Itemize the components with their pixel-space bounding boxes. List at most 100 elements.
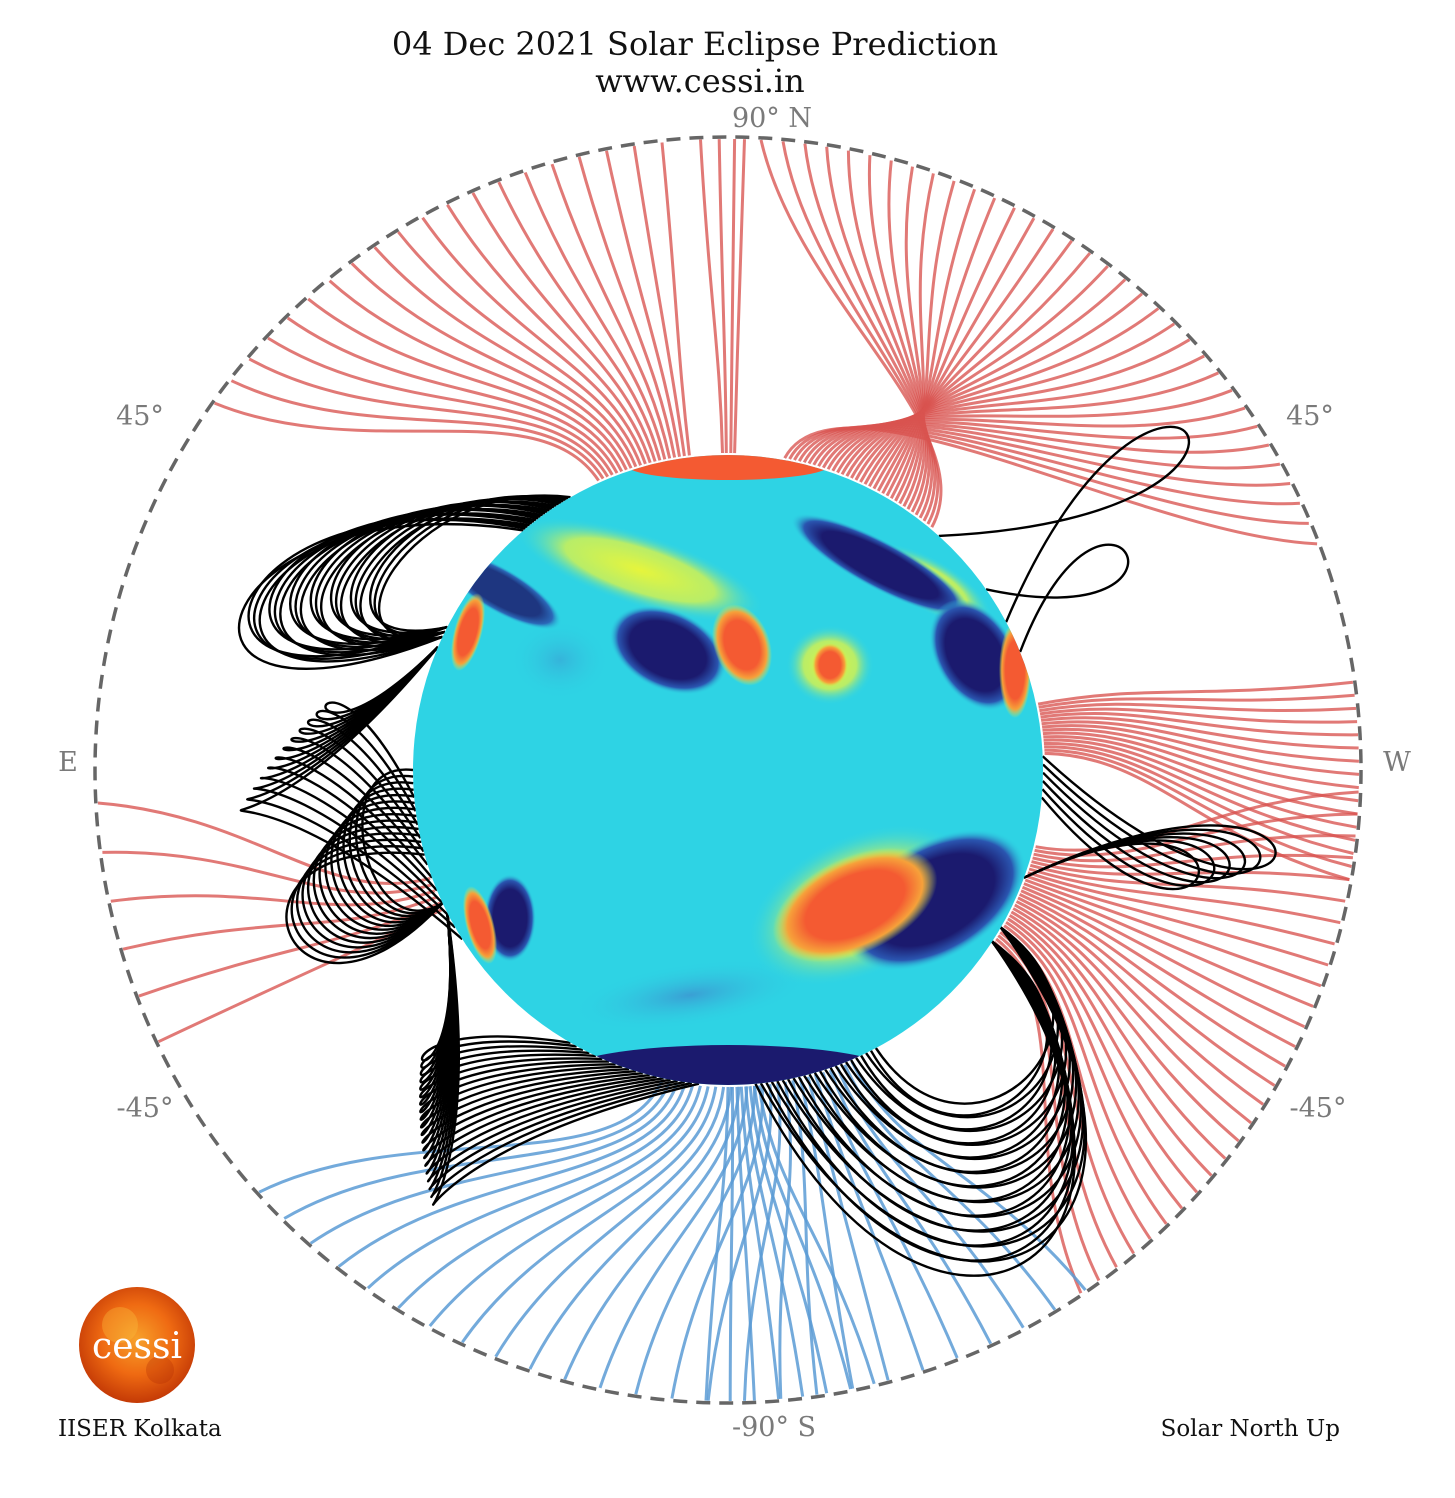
open-field-line [826,371,1220,470]
closed-field-loop [290,646,439,853]
open-field-line [1040,716,1359,750]
closed-field-loop [330,800,444,928]
open-field-line [744,1086,805,1397]
open-field-line [836,338,1191,474]
open-field-line [846,150,931,516]
closed-field-loop [1023,788,1216,887]
closed-field-loop [315,646,439,812]
open-field-line [704,1086,730,1401]
open-field-line [699,139,724,454]
open-field-line [1029,863,1346,903]
open-field-line [821,388,1233,469]
label-northeast: 45° [116,401,164,432]
open-field-line [807,422,1270,465]
open-field-line [1043,738,1357,829]
positive-polarity-region [712,604,772,686]
faint-patch [510,620,610,700]
solar-disk [413,455,1043,1085]
closed-field-loop [247,518,526,658]
footer-institution: IISER Kolkata [58,1416,222,1442]
open-field-line [1017,896,1276,1087]
figure-subtitle: www.cessi.in [595,62,805,100]
open-field-line [1041,724,1360,776]
open-field-line [887,160,927,510]
open-field-line [1043,735,1358,816]
closed-field-loop [985,543,1130,653]
open-field-line [350,262,633,469]
open-field-line [868,239,1073,488]
open-field-line [757,1085,876,1385]
open-field-line [840,322,1176,476]
cessi-logo: cessi [79,1287,195,1403]
open-field-line [397,1085,702,1310]
closed-field-loop [301,832,444,949]
open-field-line [230,379,605,480]
open-field-line [1031,860,1350,882]
open-field-line [1015,900,1264,1106]
open-field-line [366,1084,695,1290]
closed-field-loop [298,646,439,839]
positive-polarity-region [772,847,938,963]
yellow-band [515,517,765,623]
open-field-line [1024,878,1322,988]
open-field-line [97,801,431,885]
label-south: -90° S [732,1412,816,1443]
closed-field-loop [274,646,439,879]
closed-field-loops [237,425,1277,1277]
sun-logo-texture [102,1307,138,1343]
closed-field-loop [295,838,444,954]
open-field-line [248,357,609,478]
open-field-line [1007,917,1199,1194]
closed-field-loop [425,912,671,1175]
open-field-line [102,850,433,895]
open-field-line [733,139,746,454]
open-field-line [806,1076,890,1381]
negative-polarity-region [929,599,1021,711]
north-polar-cap [628,455,828,480]
open-field-line [753,1085,853,1390]
sun-logo-icon [79,1287,195,1403]
closed-field-loop [285,851,444,965]
open-field-line [1023,882,1314,1008]
open-field-line [729,138,737,454]
open-field-line [783,426,1318,546]
closed-field-loop [349,497,560,634]
open-field-line [446,204,652,464]
open-field-line [885,197,997,497]
open-field-line [1021,885,1306,1029]
open-field-line [1018,893,1286,1068]
open-field-line [894,180,956,502]
open-field-line [550,163,672,459]
open-field-line [748,1086,829,1394]
open-field-line [898,173,935,505]
label-southeast: -45° [117,1093,174,1124]
closed-field-loop [307,825,444,944]
open-field-line [1041,720,1359,763]
open-field-line [267,336,614,476]
open-field-line [735,1086,756,1401]
open-field-line [1033,834,1356,863]
open-field-line [797,424,1291,487]
closed-field-loop [268,513,533,651]
open-field-line [867,155,929,513]
closed-field-loop [1023,771,1246,880]
open-field-line [1028,867,1341,925]
open-field-line [1027,871,1335,946]
open-field-line [802,423,1281,470]
open-field-line [788,426,1309,525]
open-field-line [309,1082,679,1245]
closed-field-loop [282,646,439,866]
open-field-line [528,1086,733,1370]
open-field-line [881,207,1016,495]
label-southwest: -45° [1290,1093,1347,1124]
open-field-line [854,278,1127,481]
closed-field-loop [336,793,444,924]
open-field-line [1010,910,1227,1160]
open-field-line [1008,914,1213,1177]
open-field-line [1003,924,1168,1225]
figure-title: 04 Dec 2021 Solar Eclipse Prediction [392,25,998,63]
open-field-line [461,1086,718,1344]
open-field-line [872,228,1055,490]
sun-logo-texture [146,1356,174,1384]
closed-field-loop [770,926,1086,1248]
